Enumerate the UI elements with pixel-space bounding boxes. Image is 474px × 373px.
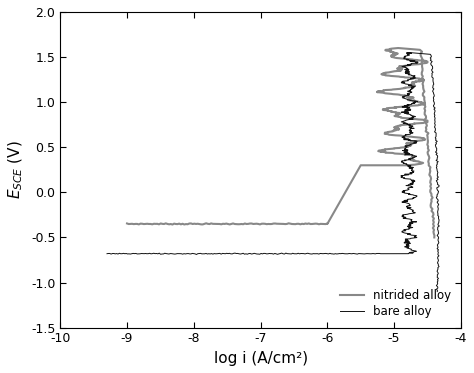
nitrided alloy: [419, 62, 424, 66]
bare alloy: [104, 251, 110, 256]
nitrided alloy: [395, 46, 401, 50]
X-axis label: log i (A/cm²): log i (A/cm²): [213, 351, 308, 366]
bare alloy: [433, 144, 438, 148]
bare alloy: [435, 289, 440, 294]
nitrided alloy: [431, 235, 437, 240]
nitrided alloy: [124, 221, 130, 226]
Y-axis label: $E_{SCE}$ (V): $E_{SCE}$ (V): [7, 140, 25, 199]
bare alloy: [411, 74, 417, 79]
nitrided alloy: [420, 93, 426, 98]
bare alloy: [408, 177, 414, 182]
nitrided alloy: [391, 52, 397, 56]
bare alloy: [405, 238, 410, 242]
Line: bare alloy: bare alloy: [107, 53, 439, 292]
bare alloy: [406, 50, 412, 55]
nitrided alloy: [425, 141, 431, 145]
nitrided alloy: [398, 68, 404, 73]
bare alloy: [239, 251, 245, 256]
bare alloy: [410, 59, 415, 64]
nitrided alloy: [334, 205, 340, 209]
Line: nitrided alloy: nitrided alloy: [127, 48, 435, 238]
Legend: nitrided alloy, bare alloy: nitrided alloy, bare alloy: [337, 285, 455, 322]
